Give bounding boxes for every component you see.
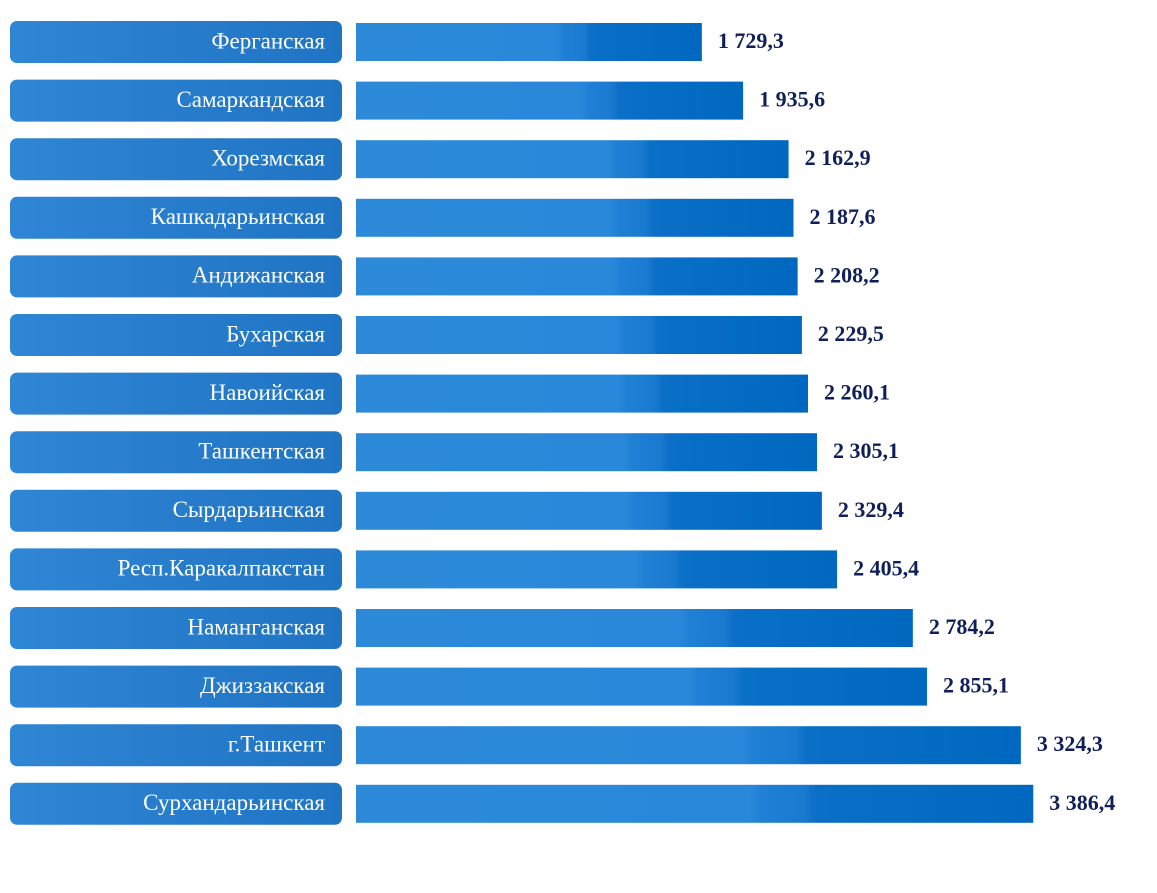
bar: [356, 784, 1034, 823]
value-label: 2 784,2: [929, 614, 995, 639]
category-label: Андижанская: [192, 263, 326, 288]
category-label: Ташкентская: [198, 438, 325, 463]
value-label: 2 855,1: [943, 673, 1009, 698]
bar: [356, 140, 789, 179]
category-label: Навоийская: [210, 380, 326, 405]
value-label: 1 935,6: [759, 87, 825, 112]
category-box: [10, 196, 342, 239]
category-box: [10, 489, 342, 532]
category-label: Сырдарьинская: [173, 497, 326, 522]
value-label: 3 386,4: [1049, 790, 1115, 815]
bar: [356, 609, 913, 647]
bar: [356, 433, 818, 472]
bar: [356, 726, 1021, 765]
category-label: Респ.Каракалпакстан: [118, 556, 325, 581]
category-label: Хорезмская: [211, 145, 325, 170]
bar: [356, 257, 798, 296]
category-box: [10, 255, 342, 298]
category-box: [10, 782, 342, 825]
category-label: Кашкадарьинская: [151, 204, 326, 229]
value-label: 2 187,6: [810, 204, 876, 229]
category-label: Наманганская: [187, 614, 325, 639]
bar: [356, 491, 822, 530]
category-label: г.Ташкент: [228, 731, 325, 756]
value-label: 2 305,1: [833, 438, 899, 463]
category-box: [10, 79, 342, 122]
category-label: Бухарская: [226, 321, 325, 346]
category-box: [10, 314, 342, 356]
value-label: 3 324,3: [1037, 731, 1103, 756]
value-label: 2 208,2: [814, 262, 880, 287]
value-label: 2 162,9: [805, 145, 871, 170]
category-label: Самаркандская: [176, 87, 325, 112]
value-label: 2 329,4: [838, 497, 904, 522]
category-box: [10, 431, 342, 474]
bar: [356, 374, 809, 413]
category-box: [10, 665, 342, 708]
category-label: Ферганская: [211, 28, 325, 53]
value-label: 2 229,5: [818, 321, 884, 346]
value-label: 1 729,3: [718, 28, 784, 53]
bar: [356, 550, 838, 589]
bar: [356, 316, 802, 354]
category-box: [10, 548, 342, 591]
category-box: [10, 21, 342, 63]
category-box: [10, 724, 342, 767]
category-label: Сурхандарьинская: [143, 790, 325, 815]
value-label: 2 260,1: [824, 380, 890, 405]
category-label: Джиззакская: [200, 673, 325, 698]
bar: [356, 198, 794, 237]
value-label: 2 405,4: [853, 555, 919, 580]
bar: [356, 23, 702, 61]
bar: [356, 81, 744, 120]
category-box: [10, 372, 342, 415]
category-box: [10, 138, 342, 181]
bar: [356, 667, 928, 706]
category-box: [10, 607, 342, 649]
